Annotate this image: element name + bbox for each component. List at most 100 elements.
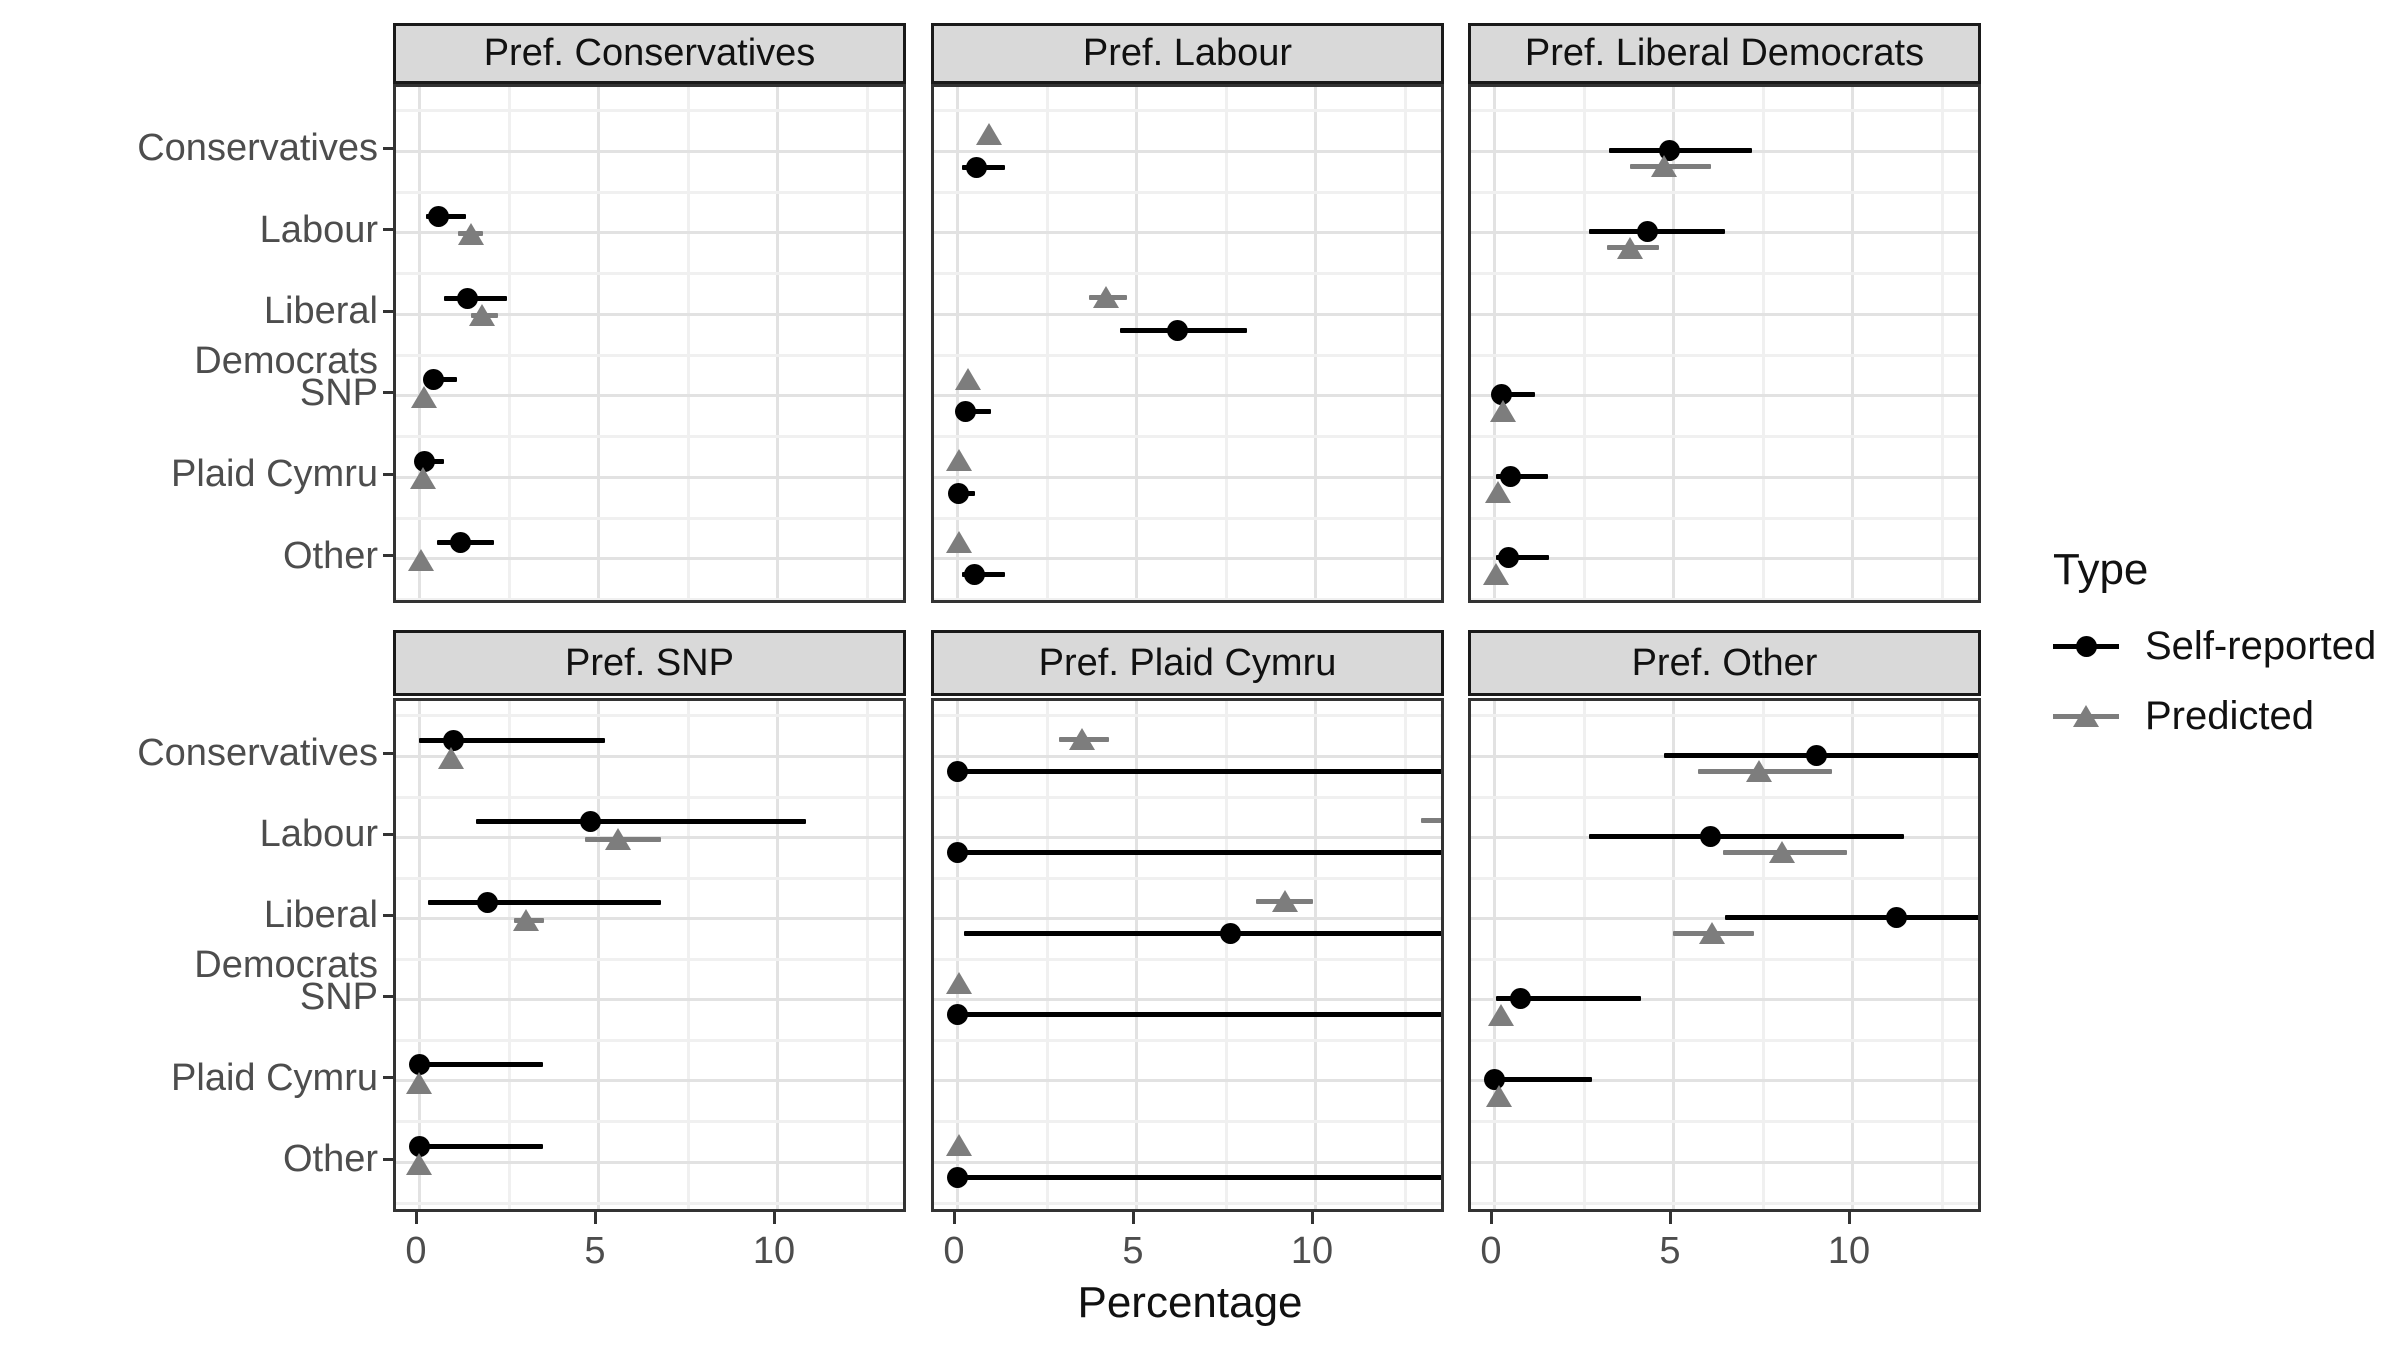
gridline-minor xyxy=(396,598,903,600)
data-point-self-reported xyxy=(1220,922,1242,944)
gridline-minor xyxy=(1471,958,1978,961)
data-point-predicted xyxy=(1651,155,1678,177)
gridline-major xyxy=(934,475,1441,479)
data-point-self-reported xyxy=(955,401,977,422)
data-point-predicted xyxy=(1069,728,1096,750)
data-point-self-reported xyxy=(408,1054,430,1076)
y-axis-label: Plaid Cymru xyxy=(171,1056,378,1099)
data-point-predicted xyxy=(945,530,972,553)
gridline-minor xyxy=(686,87,690,600)
y-axis-tick xyxy=(383,1157,393,1161)
gridline-minor xyxy=(1582,87,1586,600)
gridline-minor xyxy=(396,795,903,799)
y-axis-tick xyxy=(383,146,393,150)
gridline-major xyxy=(396,1079,903,1083)
data-point-predicted xyxy=(1617,236,1644,259)
data-point-self-reported xyxy=(946,1166,968,1188)
data-point-predicted xyxy=(1271,890,1298,913)
gridline-major xyxy=(775,701,779,1209)
gridline-major xyxy=(934,149,1441,153)
gridline-minor xyxy=(1471,1120,1978,1124)
x-axis-tick xyxy=(1847,1212,1851,1224)
gridline-minor xyxy=(396,1039,903,1043)
gridline-minor xyxy=(1403,701,1407,1209)
gridline-minor xyxy=(934,795,1441,799)
data-point-self-reported xyxy=(964,564,986,585)
gridline-major xyxy=(417,87,421,600)
gridline-minor xyxy=(686,701,690,1209)
gridline-major xyxy=(934,231,1441,234)
data-point-self-reported xyxy=(966,156,988,178)
error-bar xyxy=(1495,473,1548,479)
gridline-minor xyxy=(934,876,1441,880)
data-point-self-reported xyxy=(946,1004,968,1026)
data-point-predicted xyxy=(409,467,436,489)
y-axis-tick xyxy=(383,472,393,476)
gridline-minor xyxy=(396,516,903,520)
data-point-predicted xyxy=(954,367,981,390)
gridline-major xyxy=(1471,1079,1978,1083)
x-axis-tick xyxy=(1131,1212,1135,1224)
gridline-major xyxy=(1471,916,1978,920)
gridline-major xyxy=(934,312,1441,316)
y-axis-label: SNP xyxy=(299,371,378,414)
gridline-major xyxy=(1134,87,1138,600)
data-point-predicted xyxy=(513,909,540,932)
gridline-minor xyxy=(1940,701,1944,1209)
data-point-self-reported xyxy=(449,532,471,553)
data-point-predicted xyxy=(1484,481,1511,503)
data-point-predicted xyxy=(945,449,972,471)
data-point-predicted xyxy=(468,304,495,326)
x-axis-tick xyxy=(1668,1212,1672,1224)
data-point-predicted xyxy=(945,1134,972,1156)
gridline-major xyxy=(1671,701,1675,1209)
data-point-predicted xyxy=(945,971,972,994)
gridline-minor xyxy=(1471,435,1978,439)
plot-panel xyxy=(393,698,906,1212)
data-point-self-reported xyxy=(946,841,968,863)
gridline-major xyxy=(934,557,1441,560)
x-axis-tick-label: 0 xyxy=(405,1230,427,1272)
gridline-minor xyxy=(1471,109,1978,113)
gridline-minor xyxy=(1045,87,1049,600)
gridline-minor xyxy=(1471,795,1978,799)
data-point-self-reported xyxy=(456,287,478,309)
error-bar xyxy=(1495,555,1550,560)
error-bar xyxy=(957,1012,1441,1018)
gridline-minor xyxy=(396,958,903,961)
triangle-marker-icon xyxy=(2053,696,2119,736)
error-bar xyxy=(957,768,1441,774)
facet-strip: Pref. Conservatives xyxy=(393,23,906,84)
y-axis-label: Labour xyxy=(259,208,378,251)
circle-marker-icon xyxy=(2053,626,2119,666)
facet-strip: Pref. Plaid Cymru xyxy=(931,630,1444,696)
gridline-minor xyxy=(1471,516,1978,520)
gridline-major xyxy=(1471,1160,1978,1164)
data-point-predicted xyxy=(1699,922,1726,945)
data-point-predicted xyxy=(604,828,631,851)
gridline-major xyxy=(1313,701,1317,1209)
gridline-major xyxy=(396,557,903,560)
gridline-major xyxy=(1471,557,1978,560)
y-axis-label: Labour xyxy=(259,813,378,856)
plot-panel xyxy=(393,84,906,603)
facet-strip: Pref. SNP xyxy=(393,630,906,696)
gridline-major xyxy=(934,754,1441,758)
gridline-minor xyxy=(934,109,1441,113)
data-point-self-reported xyxy=(422,369,444,390)
data-point-predicted xyxy=(406,1071,432,1094)
gridline-minor xyxy=(396,876,903,880)
error-bar xyxy=(419,1143,543,1149)
y-axis-label: Conservatives xyxy=(137,127,378,169)
x-axis-tick xyxy=(593,1212,597,1224)
gridline-minor xyxy=(1045,701,1049,1209)
gridline-major xyxy=(1471,312,1978,316)
gridline-minor xyxy=(865,701,869,1209)
data-point-self-reported xyxy=(1886,906,1908,928)
data-point-predicted xyxy=(1489,399,1516,422)
gridline-minor xyxy=(396,435,903,439)
gridline-minor xyxy=(507,701,511,1209)
facet-strip: Pref. Labour xyxy=(931,23,1444,84)
data-point-predicted xyxy=(1482,562,1509,585)
data-point-predicted xyxy=(1092,286,1119,308)
